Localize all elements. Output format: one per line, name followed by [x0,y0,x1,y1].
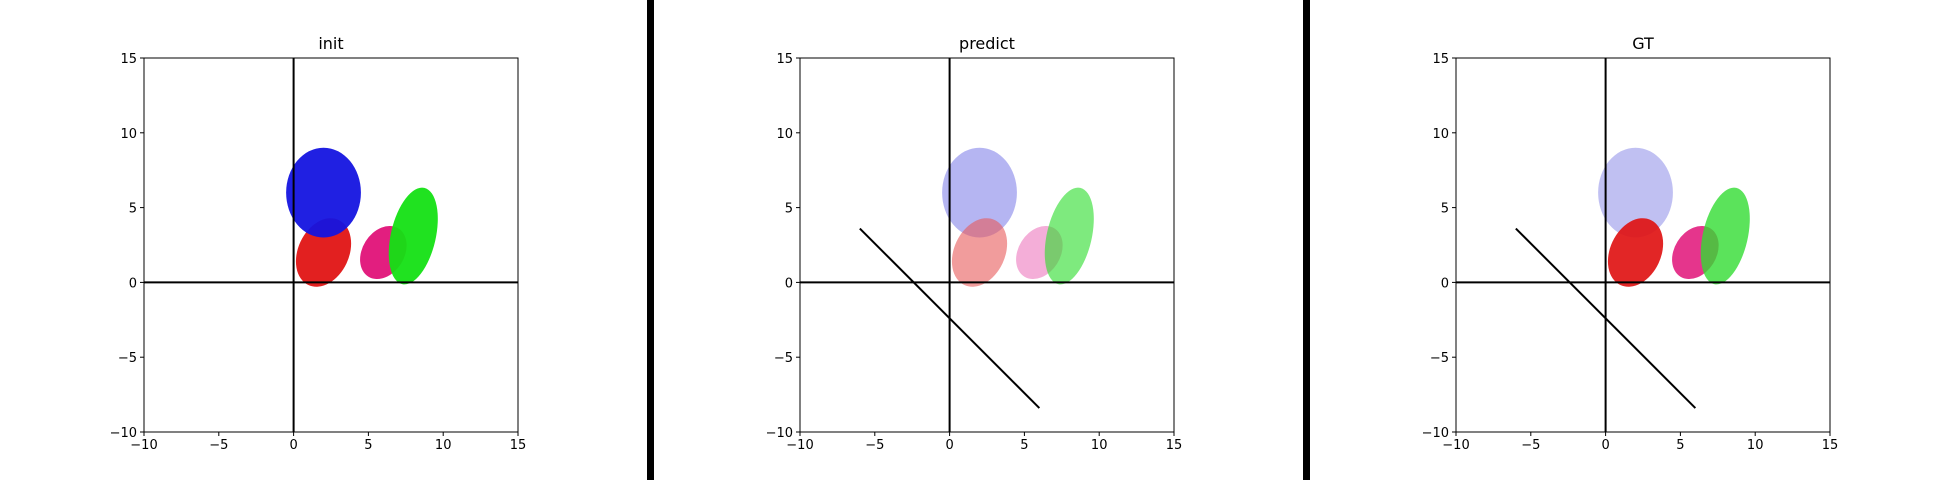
plot-area [800,58,1174,432]
x-tick-label: 15 [1166,438,1183,453]
y-tick-label: 10 [776,127,793,142]
plot-frame [143,57,519,433]
y-tick-label: −5 [118,351,137,366]
x-tick-label: 15 [510,438,527,453]
ellipse-4 [1700,187,1750,285]
y-tick-label: 15 [1432,52,1449,67]
chart-title: predict [959,34,1015,53]
x-tick-label: −5 [1521,438,1540,453]
x-tick-label: 5 [1020,438,1028,453]
x-tick-label: 10 [1091,438,1108,453]
x-tick-label: 5 [1676,438,1684,453]
x-tick-label: −10 [786,438,813,453]
x-tick-label: 0 [289,438,297,453]
x-tick-label: 15 [1822,438,1839,453]
plot-area [1456,58,1830,432]
chart-panel-init: −10 −5 0 5 10 15 −10 −5 0 5 10 15 init [110,34,527,453]
ellipse-4 [286,147,361,238]
ellipse-2 [1607,218,1664,287]
chart-panel-GT: −10 −5 0 5 10 15 −10 −5 0 5 10 15 GT [1422,34,1839,453]
x-tick-label: −10 [1442,438,1469,453]
x-tick-label: 10 [1747,438,1764,453]
panel-separator-2 [1303,0,1310,480]
y-tick-label: −10 [1422,426,1449,441]
x-tick-label: −5 [209,438,228,453]
boundary-line [1515,227,1697,409]
y-tick-label: 15 [120,52,137,67]
y-tick-label: 10 [120,127,137,142]
ellipse-1 [942,147,1017,238]
x-tick-label: −10 [130,438,157,453]
ellipse-1 [1598,147,1673,238]
y-tick-label: 5 [1441,202,1449,217]
panel-separator-1 [647,0,654,480]
x-tick-label: 0 [945,438,953,453]
y-tick-label: 5 [129,202,137,217]
y-tick-label: 15 [776,52,793,67]
ellipse-3 [388,187,438,285]
ellipse-2 [951,218,1008,287]
y-tick-label: −10 [110,426,137,441]
boundary-line [859,227,1041,409]
x-tick-label: 0 [1601,438,1609,453]
y-tick-label: 10 [1432,127,1449,142]
plot-frame [799,57,1175,433]
x-tick-label: −5 [865,438,884,453]
y-tick-label: 0 [1441,276,1449,291]
x-tick-label: 5 [364,438,372,453]
x-tick-label: 10 [435,438,452,453]
y-tick-label: 0 [129,276,137,291]
ellipse-1 [295,218,352,287]
chart-panel-predict: −10 −5 0 5 10 15 −10 −5 0 5 10 15 predict [766,34,1183,453]
y-tick-label: −5 [1430,351,1449,366]
y-tick-label: 0 [785,276,793,291]
y-tick-label: −10 [766,426,793,441]
plot-frame [1455,57,1831,433]
chart-title: GT [1632,34,1654,53]
plot-area [144,58,518,432]
y-tick-label: 5 [785,202,793,217]
ellipse-4 [1044,187,1094,285]
y-tick-label: −5 [774,351,793,366]
chart-title: init [318,34,343,53]
